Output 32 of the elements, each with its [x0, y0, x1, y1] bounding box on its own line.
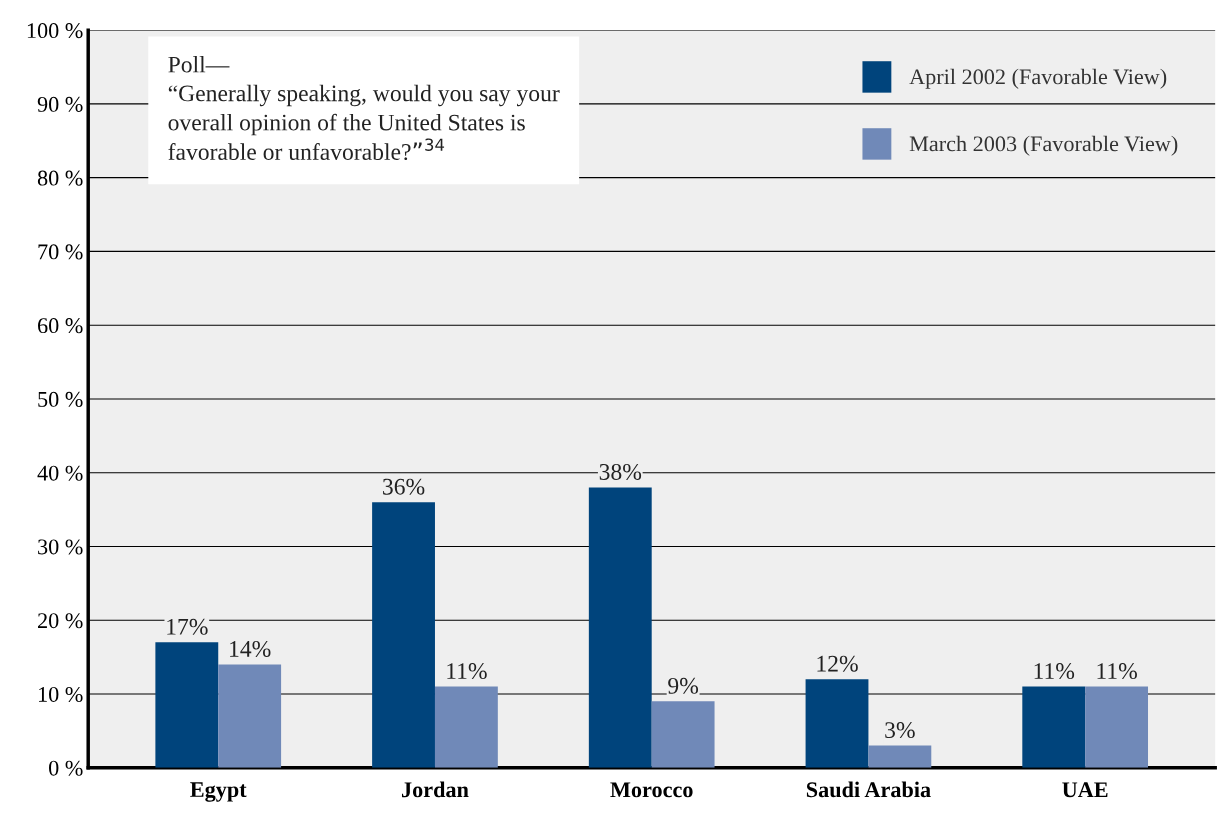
- text: 3%: [885, 722, 915, 739]
- text: 14%: [230, 640, 271, 657]
- annotation: Poll— “Generally speaking, would you say your overall opinion of the United States is favorable or unfavorable?”$^{34}$: [168, 55, 560, 161]
- x-tick-label: Egypt: [190, 782, 247, 802]
- x-tick-label: UAE: [1062, 782, 1108, 798]
- y-tick-label: 100 %: [27, 23, 83, 39]
- bar: [155, 642, 219, 768]
- text: 38%: [599, 463, 642, 480]
- text: 11%: [447, 663, 487, 680]
- legend-label: April 2002 (Favorable View): [909, 68, 1167, 89]
- bar: [588, 487, 652, 768]
- x-tick-label: Jordan: [402, 781, 469, 798]
- y-tick-label: 70 %: [38, 244, 83, 260]
- x-tick-label: Saudi Arabia: [806, 781, 931, 798]
- text: 11%: [1097, 663, 1137, 680]
- y-tick-label: 50 %: [38, 391, 83, 407]
- text: 17%: [167, 618, 208, 635]
- y-tick-label: 90 %: [37, 96, 83, 112]
- text: 9%: [668, 677, 699, 694]
- y-tick-label: 0 %: [49, 760, 83, 776]
- x-tick-label: Morocco: [610, 782, 693, 798]
- text: 11%: [1034, 663, 1075, 680]
- y-tick-label: 40 %: [37, 465, 83, 481]
- y-tick-label: 20 %: [38, 613, 83, 629]
- text: 36%: [383, 478, 425, 495]
- y-tick-label: 60 %: [38, 318, 83, 334]
- text: 12%: [817, 655, 858, 672]
- y-tick-label: 30 %: [38, 539, 83, 555]
- y-tick-label: 80 %: [37, 170, 83, 186]
- bar: [651, 701, 715, 768]
- legend-label: March 2003 (Favorable View): [909, 135, 1178, 156]
- y-tick-label: 10 %: [39, 686, 83, 702]
